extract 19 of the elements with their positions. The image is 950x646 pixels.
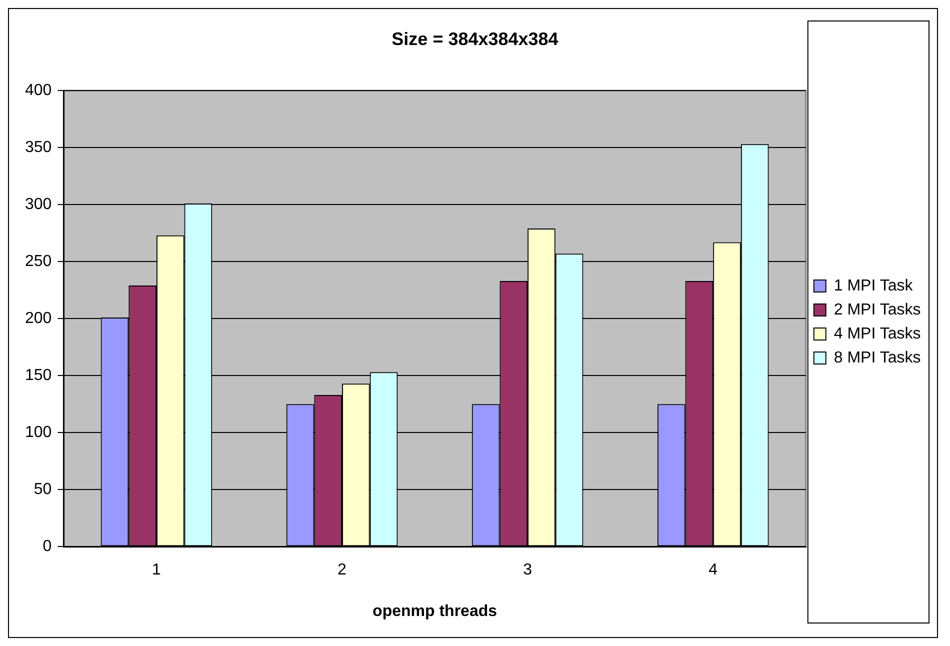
- legend-label: 4 MPI Tasks: [834, 325, 921, 342]
- y-tick-label: 200: [24, 310, 52, 328]
- x-tick-label: 3: [523, 562, 532, 579]
- y-tick-label: 150: [24, 367, 52, 384]
- y-tick-label: 50: [34, 481, 52, 498]
- legend-label: 8 MPI Tasks: [834, 349, 921, 366]
- y-tick-label: 400: [24, 82, 52, 100]
- legend-label: 1 MPI Task: [834, 277, 914, 294]
- chart-title: Size = 384x384x384: [392, 28, 558, 49]
- x-axis-title: openmp threads: [372, 602, 498, 620]
- x-tick-label: 4: [708, 562, 718, 579]
- y-tick-label: 300: [24, 196, 52, 214]
- x-tick-label: 2: [338, 562, 347, 579]
- y-tick-label: 350: [24, 139, 52, 156]
- legend-label: 2 MPI Tasks: [834, 301, 921, 318]
- y-tick-label: 250: [24, 253, 52, 270]
- y-tick-label: 100: [24, 424, 52, 442]
- y-tick-label: 0: [42, 538, 52, 556]
- x-tick-label: 1: [152, 562, 162, 579]
